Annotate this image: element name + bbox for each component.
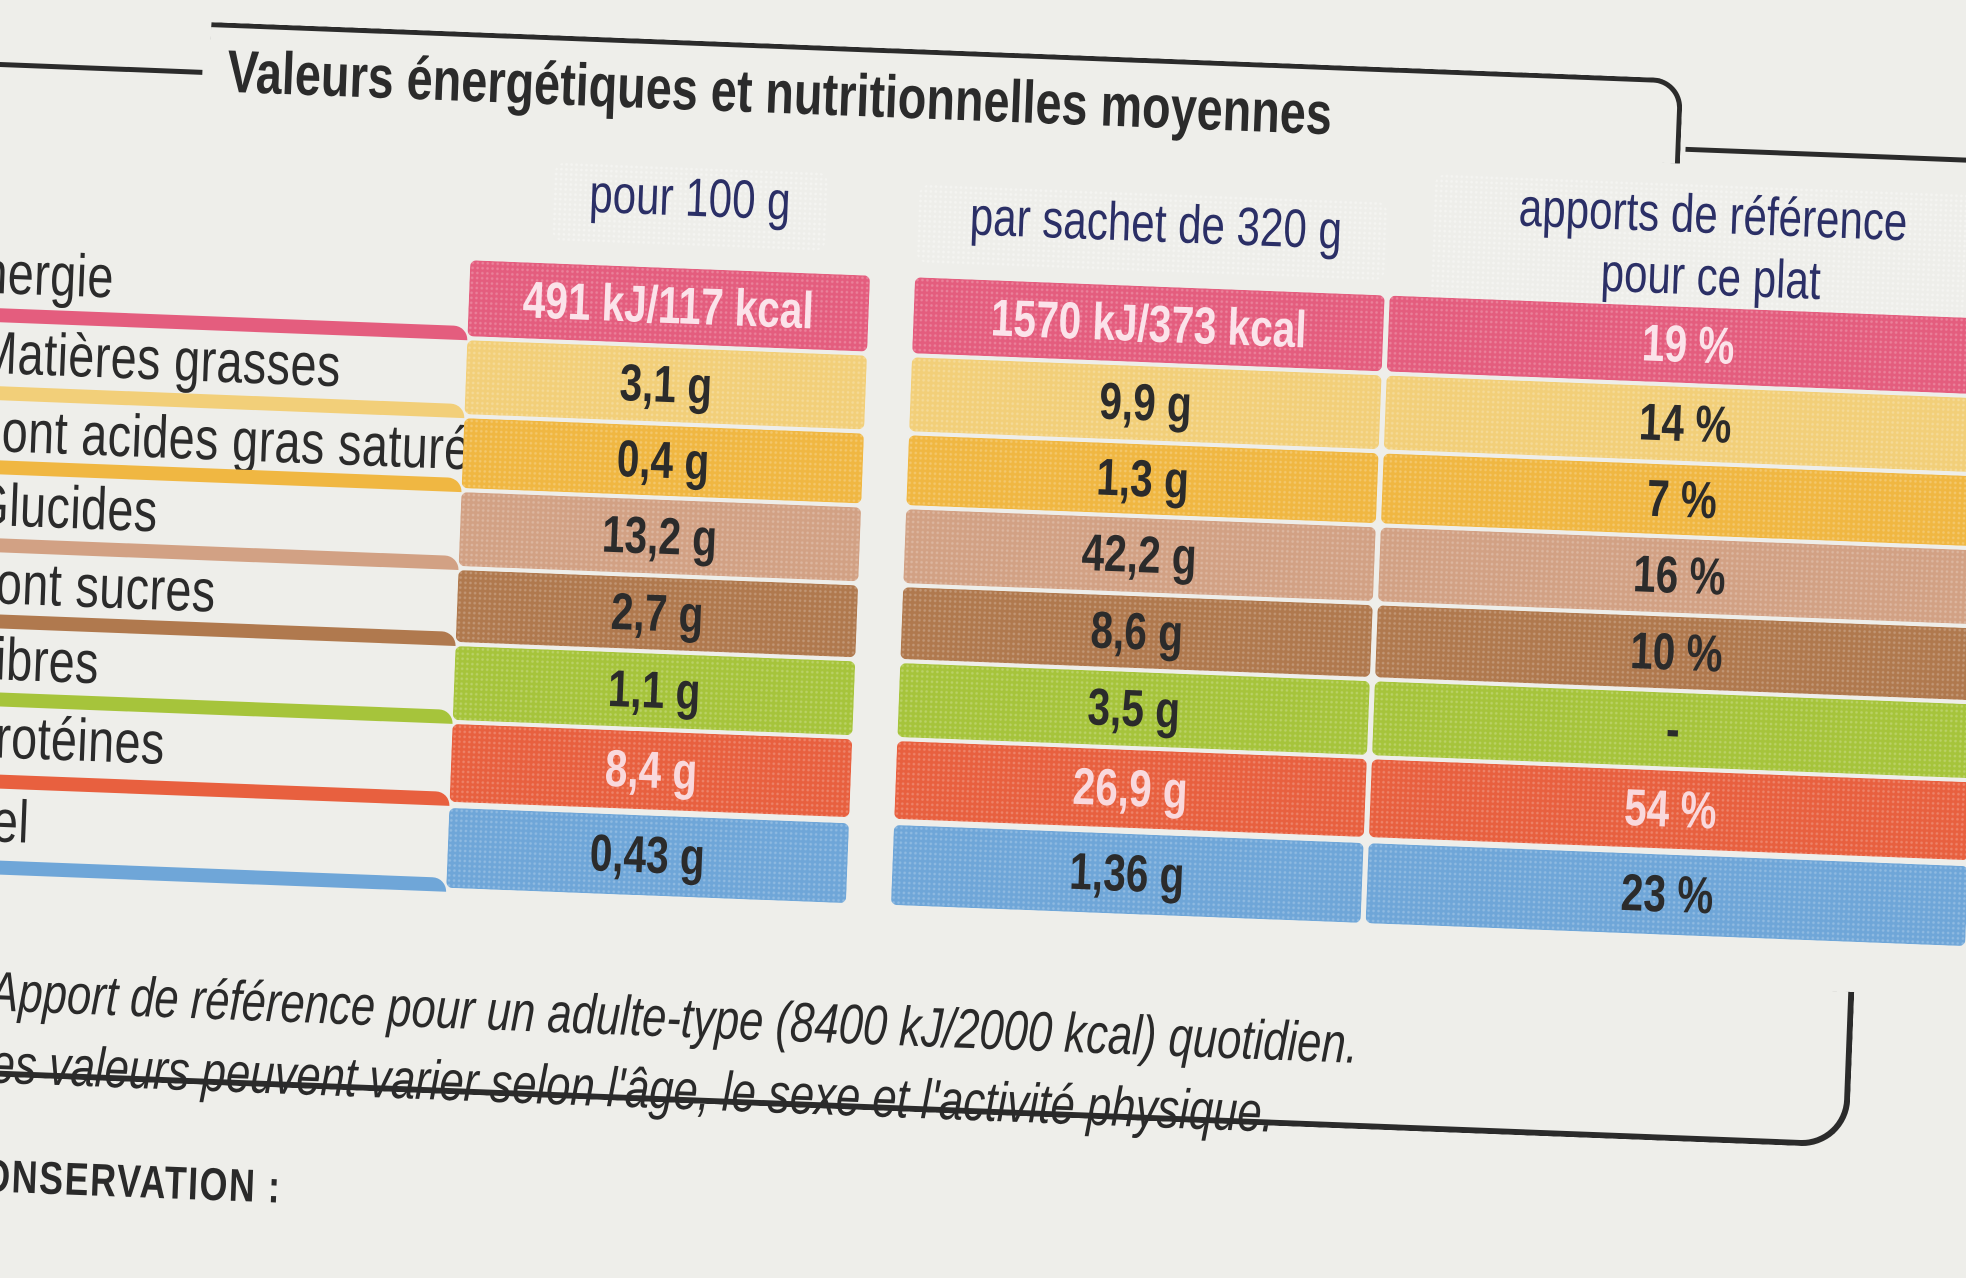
- cell-per-sachet: 26,9 g: [894, 740, 1367, 837]
- cell-per-100g: 0,43 g: [446, 807, 850, 904]
- nutrient-label: nergie: [0, 238, 116, 311]
- column-header-per-sachet: par sachet de 320 g: [915, 183, 1389, 282]
- cell-reference-intake: 23 %: [1365, 843, 1966, 947]
- cell-per-100g: 8,4 g: [449, 723, 853, 818]
- nutrient-label: Sel: [0, 786, 31, 856]
- nutrient-color-stripe: [0, 858, 447, 892]
- nutrient-label: Fibres: [0, 624, 101, 697]
- nutrient-label: Protéines: [0, 702, 167, 777]
- column-header-per-100g: pour 100 g: [551, 161, 830, 252]
- title-rule-right: [1685, 146, 1966, 164]
- conservation-heading: CONSERVATION :: [0, 1148, 283, 1213]
- cell-per-sachet: 1,36 g: [890, 824, 1364, 923]
- title-rule-left: [0, 61, 203, 75]
- nutrient-label: Glucides: [0, 470, 159, 545]
